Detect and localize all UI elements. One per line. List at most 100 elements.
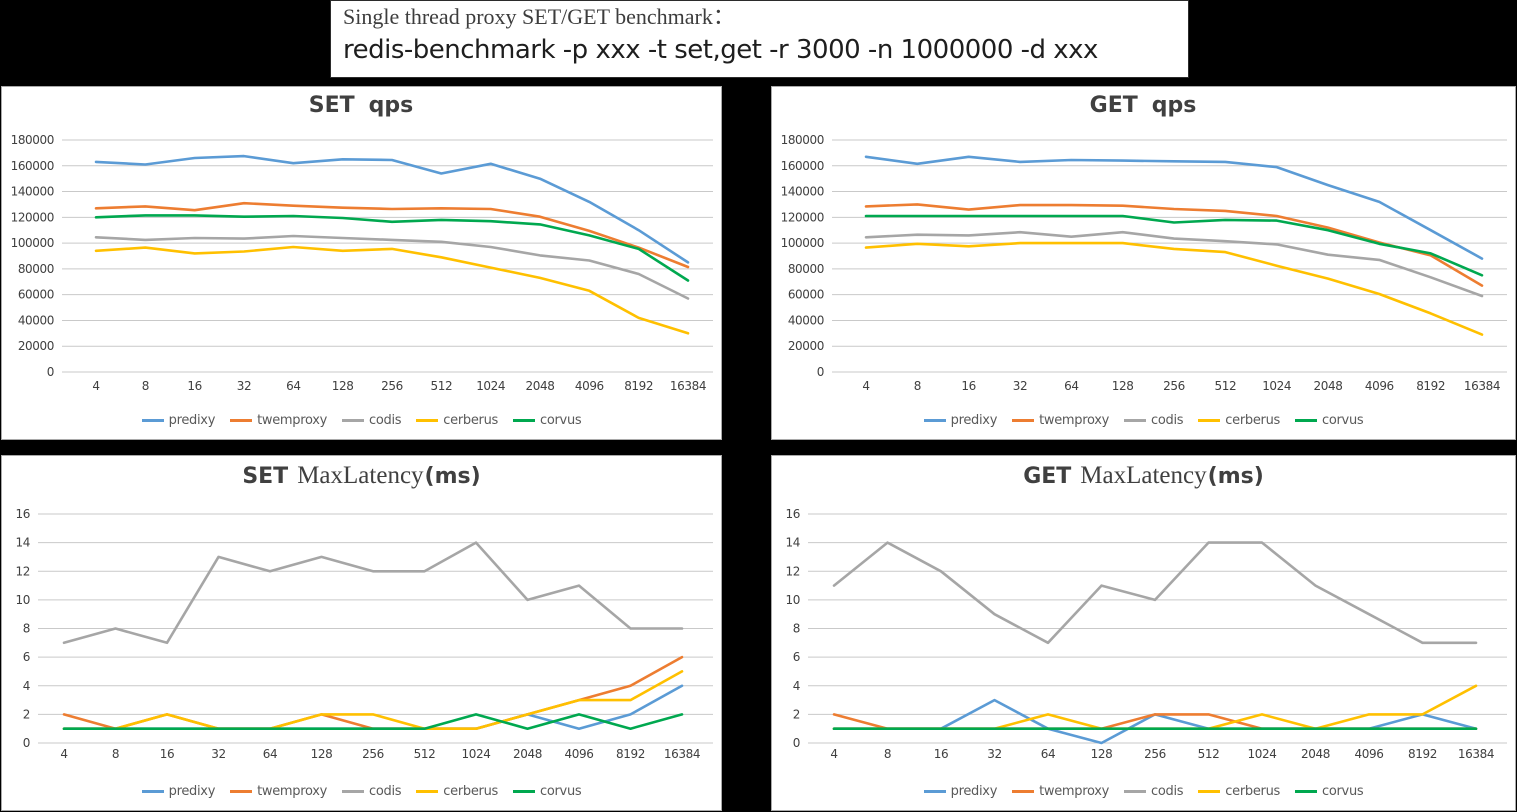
legend-swatch-codis [1124, 419, 1147, 422]
legend-item-codis: codis [1124, 784, 1184, 799]
series-line-corvus [94, 214, 690, 282]
series-line-predixy [62, 684, 684, 731]
x-tick-label: 128 [1091, 747, 1113, 761]
legend-label-predixy: predixy [168, 413, 216, 428]
y-tick-label: 160000 [781, 159, 824, 173]
chart-title-main: MaxLatency [297, 462, 424, 489]
y-tick-label: 60000 [788, 288, 824, 302]
legend-label-codis: codis [1151, 784, 1184, 799]
x-tick-label: 16 [934, 747, 948, 761]
chart-title-prefix: SET [242, 464, 289, 489]
x-tick-label: 256 [381, 379, 403, 393]
legend-swatch-twemproxy [230, 419, 253, 422]
y-tick-label: 14 [786, 536, 800, 550]
legend-swatch-cerberus [1198, 419, 1221, 422]
x-tick-label: 8 [112, 747, 119, 761]
x-tick-label: 64 [1041, 747, 1055, 761]
chart-title-set-maxlatency: SET MaxLatency(ms) [2, 462, 721, 490]
x-tick-label: 2048 [1301, 747, 1330, 761]
x-tick-label: 16384 [670, 379, 706, 393]
y-tick-label: 14 [16, 536, 30, 550]
legend-label-twemproxy: twemproxy [1039, 413, 1110, 428]
y-tick-label: 100000 [781, 236, 824, 250]
get-maxlatency-legend: predixy twemproxy codis cerberus corvus [772, 784, 1515, 799]
x-tick-label: 64 [263, 747, 277, 761]
legend-swatch-predixy [923, 790, 946, 793]
series-line-twemproxy [94, 201, 690, 269]
x-tick-label: 8 [914, 379, 921, 393]
legend-item-twemproxy: twemproxy [230, 784, 327, 799]
x-tick-label: 2048 [513, 747, 542, 761]
legend-item-codis: codis [342, 784, 402, 799]
legend-item-predixy: predixy [141, 413, 216, 428]
legend-swatch-cerberus [416, 419, 439, 422]
y-tick-label: 180000 [11, 133, 54, 147]
y-tick-label: 20000 [788, 339, 824, 353]
series-line-codis [62, 541, 684, 645]
x-tick-label: 4 [60, 747, 67, 761]
series-line-codis [864, 230, 1484, 298]
legend-label-corvus: corvus [1322, 784, 1364, 799]
legend-swatch-codis [342, 419, 365, 422]
x-tick-label: 8192 [616, 747, 645, 761]
y-tick-label: 120000 [781, 210, 824, 224]
x-tick-label: 512 [1214, 379, 1236, 393]
y-tick-label: 10 [16, 593, 30, 607]
legend-item-corvus: corvus [513, 784, 582, 799]
x-tick-label: 4 [830, 747, 837, 761]
x-tick-label: 4096 [1365, 379, 1394, 393]
legend-swatch-cerberus [416, 790, 439, 793]
legend-label-corvus: corvus [1322, 413, 1364, 428]
y-tick-label: 8 [23, 622, 30, 636]
y-tick-label: 0 [817, 365, 824, 379]
series-line-cerberus [864, 241, 1484, 336]
legend-swatch-codis [1124, 790, 1147, 793]
chart-panel-get-maxlatency: GET MaxLatency(ms) 0 2 4 6 8 10 12 14 16 4 8 16 32 64 1… [771, 455, 1516, 811]
get-maxlatency-line-chart: 0 2 4 6 8 10 12 14 16 4 8 16 32 64 128 256 512 1024 2048 40… [786, 507, 1507, 761]
chart-title-prefix: SET [308, 93, 355, 118]
legend-label-cerberus: cerberus [443, 413, 498, 428]
x-tick-label: 16384 [664, 747, 700, 761]
series-line-predixy [832, 698, 1478, 745]
legend-swatch-corvus [1295, 419, 1317, 422]
benchmark-title-line1: Single thread proxy SET/GET benchmark： [343, 4, 735, 29]
x-tick-label: 128 [311, 747, 333, 761]
x-tick-label: 2048 [1314, 379, 1343, 393]
y-tick-label: 6 [793, 650, 800, 664]
x-tick-label: 4096 [575, 379, 604, 393]
legend-item-codis: codis [1124, 413, 1184, 428]
x-tick-label: 16 [961, 379, 975, 393]
x-tick-label: 8 [142, 379, 149, 393]
y-tick-label: 160000 [11, 159, 54, 173]
x-tick-label: 512 [1198, 747, 1220, 761]
y-tick-label: 10 [786, 593, 800, 607]
legend-swatch-cerberus [1198, 790, 1221, 793]
legend-label-codis: codis [1151, 413, 1184, 428]
series-line-corvus [62, 713, 684, 731]
legend-swatch-corvus [513, 790, 535, 793]
chart-title-set-qps: SET qps [2, 93, 721, 118]
y-tick-label: 16 [786, 507, 800, 521]
chart-title-prefix: GET [1089, 93, 1138, 118]
series-line-predixy [94, 154, 690, 264]
y-tick-label: 8 [793, 622, 800, 636]
set-maxlatency-legend: predixy twemproxy codis cerberus corvus [2, 784, 721, 799]
series-line-cerberus [62, 670, 684, 731]
x-tick-label: 2048 [526, 379, 555, 393]
x-tick-label: 64 [286, 379, 300, 393]
get-qps-line-chart: 0 20000 40000 60000 80000 100000 120000 140000 1… [781, 133, 1507, 393]
y-tick-label: 120000 [11, 210, 54, 224]
chart-title-get-maxlatency: GET MaxLatency(ms) [772, 462, 1515, 490]
x-tick-label: 4096 [1355, 747, 1384, 761]
chart-panel-set-qps: SET qps 0 20000 40000 60000 80000 100000 120000… [1, 86, 722, 440]
legend-item-predixy: predixy [923, 413, 997, 428]
y-tick-label: 40000 [788, 313, 824, 327]
x-tick-label: 4 [92, 379, 99, 393]
legend-label-twemproxy: twemproxy [1039, 784, 1110, 799]
legend-swatch-predixy [141, 790, 164, 793]
chart-title-main: qps [1151, 93, 1197, 118]
legend-item-corvus: corvus [1295, 413, 1364, 428]
legend-item-twemproxy: twemproxy [230, 413, 327, 428]
legend-label-cerberus: cerberus [1225, 413, 1280, 428]
series-line-corvus [864, 214, 1484, 277]
